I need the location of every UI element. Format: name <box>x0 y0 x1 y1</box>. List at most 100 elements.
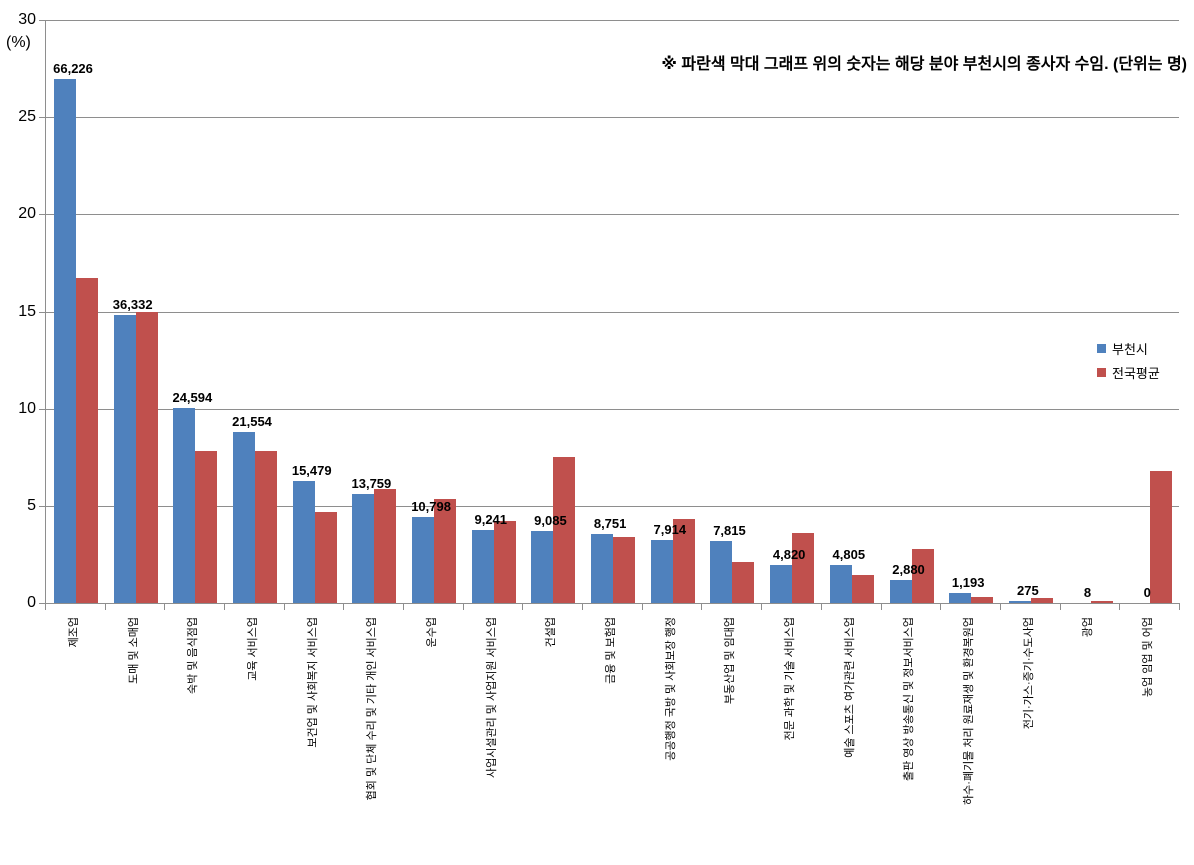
y-axis-tick-label: 25 <box>18 108 36 126</box>
bar-bucheonsi-6 <box>412 517 435 603</box>
bar-value-label: 4,805 <box>832 546 866 562</box>
x-axis-tick <box>164 603 166 610</box>
x-axis-category-label: 농업 임업 및 어업 <box>1142 617 1155 698</box>
gridline <box>45 505 1179 507</box>
legend-item-national-average: 전국평균 <box>1097 360 1160 384</box>
bar-value-label: 2,880 <box>892 562 925 578</box>
bar-bucheonsi-7 <box>471 529 494 603</box>
bar-national-2 <box>195 451 218 603</box>
y-axis-tick <box>39 214 45 216</box>
bar-value-label: 36,332 <box>112 297 153 313</box>
bar-national-1 <box>135 311 158 603</box>
y-axis-tick-label: 20 <box>18 205 36 223</box>
bar-value-label: 10,798 <box>411 499 451 515</box>
bar-value-label: 24,594 <box>172 390 213 406</box>
bar-national-13 <box>851 574 874 603</box>
x-axis-category-label: 보건업 및 사회복지 서비스업 <box>306 617 319 748</box>
y-axis-tick-label: 0 <box>27 594 36 611</box>
bar-value-label: 275 <box>1017 582 1039 598</box>
bar-national-17 <box>1090 601 1113 603</box>
gridline <box>45 408 1179 410</box>
bar-national-11 <box>732 562 755 603</box>
x-axis-tick <box>403 603 405 610</box>
x-axis-tick <box>1178 603 1180 610</box>
x-axis-tick <box>880 603 882 610</box>
x-axis-category-label: 운수업 <box>425 617 438 648</box>
x-axis-category-label: 도매 및 소매업 <box>127 617 140 684</box>
x-axis-category-label: 건설업 <box>545 617 558 648</box>
y-axis-tick <box>39 408 45 410</box>
x-axis-tick <box>224 603 226 610</box>
x-axis-tick <box>1059 603 1061 610</box>
x-axis-tick <box>999 603 1001 610</box>
legend-label-bucheonsi: 부천시 <box>1112 341 1148 357</box>
bar-value-label: 9,241 <box>474 511 508 527</box>
bar-national-9 <box>613 536 636 603</box>
x-axis-category-label: 공공행정 국방 및 사회보장 행정 <box>664 617 677 761</box>
legend: 부천시 전국평균 <box>1097 336 1160 384</box>
y-axis-tick <box>39 505 45 507</box>
bar-national-15 <box>971 597 994 603</box>
x-axis-category-label: 금융 및 보험업 <box>604 617 617 684</box>
y-axis-tick-label: 15 <box>18 302 36 320</box>
x-axis-category-label: 부동산업 및 임대업 <box>724 617 737 705</box>
bar-national-16 <box>1030 598 1053 603</box>
bar-national-0 <box>76 278 98 603</box>
x-axis-tick <box>522 603 524 610</box>
bar-national-7 <box>493 521 516 603</box>
legend-item-bucheonsi: 부천시 <box>1097 336 1160 360</box>
bar-value-label: 0 <box>1143 585 1151 600</box>
bar-bucheonsi-3 <box>233 432 256 603</box>
bar-national-8 <box>553 457 576 603</box>
bar-national-4 <box>314 511 337 603</box>
bar-bucheonsi-11 <box>710 541 733 603</box>
bar-bucheonsi-9 <box>591 533 614 603</box>
bar-bucheonsi-15 <box>949 593 972 603</box>
x-axis-category-label: 예술 스포츠 여가관련 서비스업 <box>843 617 856 758</box>
x-axis-category-label: 숙박 및 음식점업 <box>187 617 200 694</box>
bar-bucheonsi-5 <box>352 494 375 603</box>
bar-value-label: 7,914 <box>653 522 687 538</box>
bar-value-label: 1,193 <box>951 575 985 591</box>
bar-value-label: 8,751 <box>593 515 627 531</box>
gridline <box>45 311 1179 313</box>
y-axis-tick <box>39 311 45 313</box>
bar-national-6 <box>434 499 457 603</box>
x-axis-tick <box>940 603 942 610</box>
x-axis-line <box>39 603 1179 604</box>
bar-bucheonsi-0 <box>54 78 76 603</box>
chart-note: ※ 파란색 막대 그래프 위의 숫자는 해당 분야 부천시의 종사자 수임. (… <box>661 56 1187 73</box>
bar-value-label: 15,479 <box>291 462 332 478</box>
y-axis-tick <box>39 117 45 119</box>
bar-value-label: 66,226 <box>53 60 93 76</box>
x-axis-tick <box>582 603 584 610</box>
bar-bucheonsi-16 <box>1008 600 1031 603</box>
gridline <box>45 117 1179 119</box>
x-axis-tick <box>462 603 464 610</box>
bar-value-label: 7,815 <box>713 523 746 539</box>
x-axis-category-label: 전문 과학 및 기술 서비스업 <box>784 617 796 741</box>
bar-bucheonsi-1 <box>113 315 136 603</box>
gridline <box>45 214 1179 216</box>
y-axis-line <box>45 20 46 610</box>
bar-national-5 <box>374 489 397 603</box>
x-axis-tick <box>104 603 106 610</box>
bar-national-14 <box>911 548 934 603</box>
x-axis-tick <box>343 603 345 610</box>
bar-national-10 <box>672 519 695 603</box>
x-axis-category-label: 제조업 <box>67 617 80 648</box>
y-axis-unit-label: (%) <box>6 34 31 51</box>
legend-swatch-national-average-icon <box>1097 367 1106 377</box>
x-axis-tick <box>820 603 822 610</box>
bar-bucheonsi-4 <box>292 480 315 603</box>
x-axis-category-label: 출판 영상 방송통신 및 정보서비스업 <box>903 617 916 782</box>
y-axis-tick-label: 30 <box>18 11 36 28</box>
x-axis-category-label: 전기·가스·증기·수도사업 <box>1022 617 1035 730</box>
bar-bucheonsi-14 <box>889 580 912 603</box>
bar-bucheonsi-10 <box>650 540 673 603</box>
x-axis-category-label: 광업 <box>1082 617 1095 638</box>
bar-national-18 <box>1150 470 1173 603</box>
bar-national-12 <box>792 533 815 603</box>
